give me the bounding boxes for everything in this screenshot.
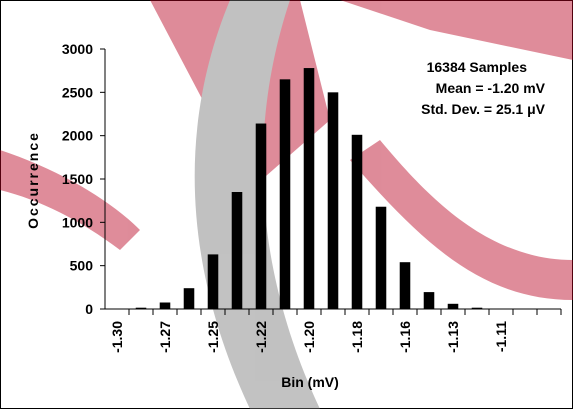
bar (207, 254, 219, 309)
y-axis-label: Occurrence (25, 131, 41, 229)
x-tick-label: -1.11 (493, 321, 509, 352)
bar (471, 307, 483, 309)
bar (231, 192, 243, 309)
bar (279, 79, 291, 309)
x-axis-label: Bin (mV) (281, 374, 339, 390)
bar (135, 307, 147, 309)
bar (351, 134, 363, 309)
x-tick-label: -1.16 (397, 321, 413, 353)
bar (159, 302, 171, 309)
annotation: 16384 Samples (427, 59, 528, 75)
y-tick-label: 500 (70, 258, 94, 274)
bar (183, 288, 195, 309)
watermark-shape (340, 0, 573, 60)
annotation: Std. Dev. = 25.1 μV (421, 101, 546, 117)
x-tick-label: -1.20 (301, 321, 317, 353)
annotation: Mean = -1.20 mV (436, 80, 546, 96)
y-tick-label: 1500 (62, 171, 93, 187)
y-tick-label: 2500 (62, 84, 93, 100)
x-tick-label: -1.22 (253, 321, 269, 353)
x-tick-label: -1.13 (445, 321, 461, 353)
y-tick-label: 1000 (62, 214, 93, 230)
bar (375, 206, 387, 309)
y-tick-label: 0 (85, 301, 93, 317)
bar (327, 92, 339, 309)
y-tick-label: 3000 (62, 41, 93, 57)
bar (447, 303, 459, 309)
x-tick-label: -1.27 (157, 321, 173, 353)
x-tick-label: -1.18 (349, 321, 365, 353)
bar (303, 68, 315, 309)
x-tick-label: -1.30 (109, 321, 125, 353)
y-tick-label: 2000 (62, 128, 93, 144)
bar (423, 292, 435, 309)
bar (399, 262, 411, 309)
bar (255, 123, 267, 310)
watermark-shape (350, 140, 573, 300)
x-tick-label: -1.25 (205, 321, 221, 353)
